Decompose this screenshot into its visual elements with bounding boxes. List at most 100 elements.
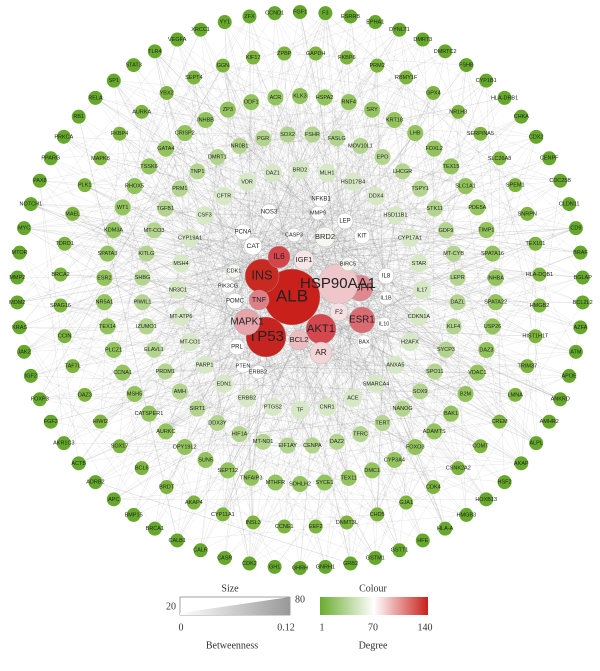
node-label: FSHB <box>459 63 474 69</box>
size-min: 20 <box>166 601 176 612</box>
node-label: KLK3 <box>293 93 306 99</box>
node-label: TERT <box>375 420 390 426</box>
node-label: TEX11 <box>341 475 357 481</box>
node-label: FGF1 <box>293 9 307 15</box>
node <box>445 245 462 262</box>
node-label: SUN5 <box>198 457 213 463</box>
node-label: DDX3Y <box>208 420 227 426</box>
node-label: NOS3 <box>261 210 278 216</box>
node <box>367 187 386 206</box>
node <box>147 521 162 536</box>
node-label: FKBP4 <box>111 131 128 137</box>
node <box>226 292 244 310</box>
node <box>279 126 296 143</box>
node <box>157 200 174 217</box>
node <box>573 245 588 260</box>
node-label: PRDM1 <box>156 369 175 375</box>
node <box>329 302 349 322</box>
node <box>374 415 391 432</box>
node <box>394 163 411 180</box>
node <box>469 199 486 216</box>
node <box>473 126 488 141</box>
node-label: CRISP2 <box>175 131 195 137</box>
node <box>426 480 441 495</box>
node <box>376 316 392 332</box>
node-label: XRCC1 <box>191 27 210 33</box>
node <box>415 32 430 47</box>
node <box>314 226 336 248</box>
node <box>413 281 431 299</box>
node-label: HSPA2 <box>316 95 334 101</box>
node-label: TNF <box>252 295 267 304</box>
node-label: TFRC <box>353 432 368 438</box>
node-label: HIWI2 <box>93 419 108 425</box>
node-label: ACTB <box>71 461 86 467</box>
node <box>328 433 345 450</box>
node <box>217 550 232 565</box>
node <box>542 151 557 166</box>
node <box>392 22 407 37</box>
node <box>542 414 557 429</box>
node <box>364 101 381 118</box>
colour-title: Colour <box>359 583 387 594</box>
node <box>292 88 308 104</box>
node-label: GDF9 <box>439 228 454 234</box>
node-label: APOE <box>562 373 578 379</box>
node-label: MSH5 <box>127 391 142 397</box>
node-label: TNFAIP3 <box>240 475 262 481</box>
node <box>146 222 163 239</box>
node-label: IL1B <box>380 295 392 301</box>
node <box>114 364 131 381</box>
node-label: MMP9 <box>310 210 326 216</box>
node <box>126 507 141 522</box>
node <box>71 456 86 471</box>
node <box>318 559 333 574</box>
node-label: RB1 <box>73 114 84 120</box>
node <box>562 368 577 383</box>
node-label: BAK1 <box>444 411 458 417</box>
node <box>497 90 512 105</box>
node <box>138 318 155 335</box>
node <box>575 295 590 310</box>
node-label: HLA-DQB1 <box>526 272 554 278</box>
node-label: KDM3A <box>104 228 123 234</box>
node-label: FOXL2 <box>425 146 442 152</box>
node-label: INHBB <box>197 117 214 123</box>
node-label: DAZL <box>450 300 464 306</box>
node-label: OAZ3 <box>78 392 92 398</box>
node-label: CDK1 <box>227 268 242 274</box>
node <box>529 129 544 144</box>
node-label: MYC <box>18 226 30 232</box>
node <box>267 6 282 21</box>
node-label: PLK1 <box>78 183 91 189</box>
node <box>53 298 68 313</box>
node-label: GH1 <box>269 564 280 570</box>
node-label: MT-CYB <box>443 251 464 257</box>
node-label: DAZ1 <box>266 170 280 176</box>
node <box>134 461 149 476</box>
node-label: INHBA <box>487 275 504 281</box>
node-label: F3 <box>322 11 328 17</box>
node-label: ESR2 <box>97 275 111 281</box>
node-label: COMT <box>472 444 489 450</box>
colour-measure: Degree <box>359 640 388 651</box>
node <box>457 385 474 402</box>
node <box>242 556 257 571</box>
node-label: CDKN1A <box>408 314 431 320</box>
node-label: CALR <box>193 548 208 554</box>
node <box>105 341 122 358</box>
node <box>106 492 121 507</box>
colour-mid: 70 <box>368 622 378 633</box>
node-label: SOX2 <box>280 132 295 138</box>
node <box>243 94 260 111</box>
node <box>10 270 25 285</box>
node <box>575 270 590 285</box>
node <box>528 329 543 344</box>
node-label: SLC1A1 <box>455 184 476 190</box>
node-label: TP53 <box>248 328 284 345</box>
node <box>508 387 523 402</box>
node-label: INS <box>251 267 272 282</box>
node <box>43 414 58 429</box>
node-label: NOTCH1 <box>20 202 43 208</box>
